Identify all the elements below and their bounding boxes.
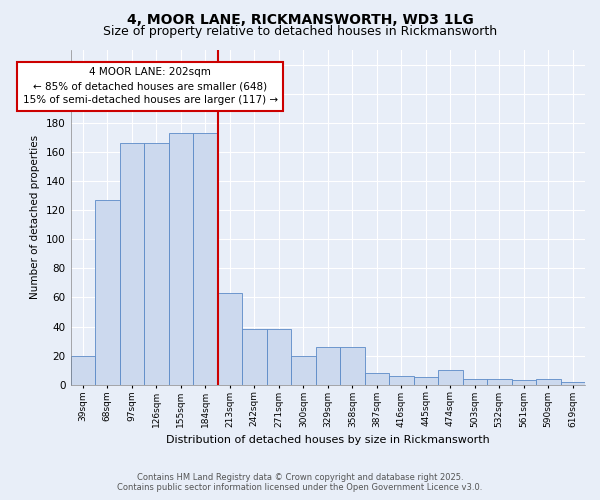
Bar	[144, 143, 169, 384]
Bar	[95, 200, 119, 384]
Bar	[365, 373, 389, 384]
Bar	[169, 133, 193, 384]
Bar	[218, 293, 242, 384]
Bar	[536, 379, 560, 384]
Text: Contains HM Land Registry data © Crown copyright and database right 2025.
Contai: Contains HM Land Registry data © Crown c…	[118, 473, 482, 492]
Text: 4 MOOR LANE: 202sqm
← 85% of detached houses are smaller (648)
15% of semi-detac: 4 MOOR LANE: 202sqm ← 85% of detached ho…	[23, 68, 278, 106]
Y-axis label: Number of detached properties: Number of detached properties	[31, 136, 40, 300]
Bar	[463, 379, 487, 384]
Bar	[340, 347, 365, 385]
Bar	[291, 356, 316, 384]
X-axis label: Distribution of detached houses by size in Rickmansworth: Distribution of detached houses by size …	[166, 435, 490, 445]
Bar	[413, 378, 438, 384]
Bar	[316, 347, 340, 385]
Bar	[193, 133, 218, 384]
Bar	[266, 330, 291, 384]
Text: 4, MOOR LANE, RICKMANSWORTH, WD3 1LG: 4, MOOR LANE, RICKMANSWORTH, WD3 1LG	[127, 12, 473, 26]
Bar	[560, 382, 585, 384]
Bar	[487, 379, 512, 384]
Bar	[71, 356, 95, 384]
Bar	[438, 370, 463, 384]
Bar	[389, 376, 413, 384]
Text: Size of property relative to detached houses in Rickmansworth: Size of property relative to detached ho…	[103, 25, 497, 38]
Bar	[242, 330, 266, 384]
Bar	[512, 380, 536, 384]
Bar	[119, 143, 144, 384]
